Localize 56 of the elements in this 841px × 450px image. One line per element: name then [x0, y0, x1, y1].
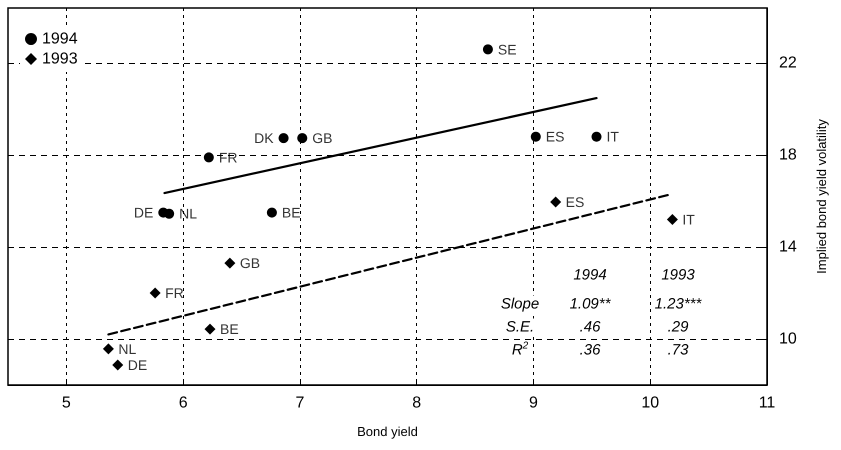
annotation: DE	[128, 357, 148, 373]
annotation: GB	[240, 255, 260, 272]
point	[112, 360, 124, 370]
point	[530, 132, 541, 142]
x-tick-label: 11	[758, 394, 776, 412]
annotation: S.E.	[506, 318, 534, 336]
annotation: ES	[566, 194, 584, 210]
point	[266, 208, 277, 218]
annotation: 1.09**	[570, 296, 612, 312]
annotation: 1.23***	[654, 296, 703, 312]
annotation: BE	[282, 204, 301, 221]
annotation: Slope	[500, 296, 540, 312]
annotation: DE	[134, 204, 154, 221]
point	[164, 208, 174, 219]
x-tick-label: 6	[178, 394, 188, 412]
annotation: 1994	[573, 266, 607, 284]
annotation: .46	[580, 318, 602, 336]
annotation: 1993	[661, 266, 696, 284]
point	[102, 343, 114, 354]
point	[150, 288, 161, 299]
point	[278, 133, 289, 144]
point	[550, 196, 562, 208]
point	[592, 132, 602, 142]
point	[482, 44, 493, 54]
y-tick-label: 18	[779, 146, 797, 164]
point	[204, 152, 214, 162]
annotation: ES	[546, 128, 564, 145]
annotation: DK	[254, 130, 274, 146]
x-tick-label: 5	[62, 394, 71, 412]
annotation: SE	[498, 41, 517, 58]
y-tick-label: 14	[779, 238, 797, 256]
annotation: .73	[668, 342, 690, 358]
y-tick-label: 10	[779, 330, 797, 348]
y-tick-label: 22	[779, 54, 797, 72]
annotation: GB	[312, 130, 332, 146]
annotation: IT	[606, 128, 620, 145]
annotation: .29	[668, 318, 690, 336]
legend-label: 1994	[42, 30, 78, 48]
x-tick-label: 10	[641, 394, 660, 412]
annotation: FR	[165, 285, 184, 302]
annotation: BE	[220, 321, 239, 338]
legend-label: 1993	[42, 50, 78, 68]
x-tick-label: 9	[529, 394, 538, 412]
point	[204, 324, 216, 335]
x-axis-title: Bond yield	[357, 424, 418, 439]
annotation: .36	[580, 342, 602, 358]
y-axis-title: Implied bond yield volatility	[814, 118, 829, 274]
annotation: NL	[118, 340, 137, 357]
point	[297, 133, 308, 144]
point	[666, 214, 678, 225]
annotation: NL	[179, 206, 198, 222]
x-tick-label: 8	[412, 394, 422, 412]
point	[224, 258, 236, 269]
x-tick-label: 7	[295, 394, 304, 412]
annotation: FR	[218, 149, 238, 166]
annotation: IT	[682, 211, 696, 228]
